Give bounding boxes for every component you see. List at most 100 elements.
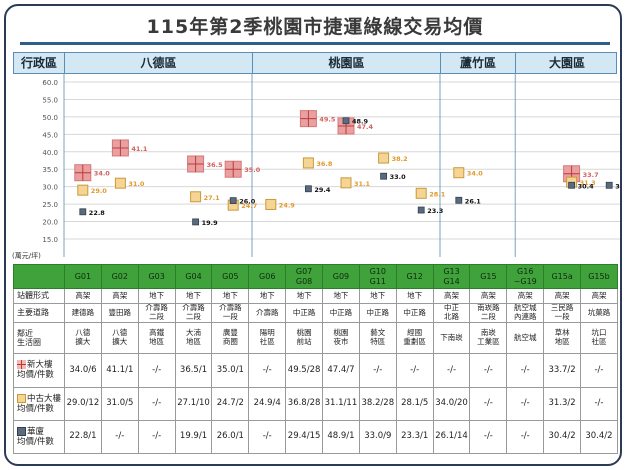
y-tick-label: 55.0 (42, 96, 58, 104)
table-cell: -/- (137, 387, 176, 421)
station-code: G07 G08 (285, 264, 324, 289)
table-cell: 22.8/1 (64, 420, 102, 454)
table-cell: -/- (469, 420, 508, 454)
table-cell: 高架 (580, 288, 618, 304)
table-cell: 36.5/1 (174, 353, 213, 388)
table-cell: 高鐵 地區 (137, 322, 176, 354)
table-cell: 建德路 (64, 303, 102, 323)
data-label: 36.5 (207, 161, 224, 169)
table-cell: 34.0/6 (64, 353, 102, 388)
table-cell: 24.7/2 (211, 387, 250, 421)
data-label: 36.8 (316, 160, 333, 168)
table-cell: 27.1/10 (174, 387, 213, 421)
table-cell: 19.9/1 (174, 420, 213, 454)
table-row: 中古大樓 均價/件數 29.0/12 31.0/5 -/- 27.1/10 24.7/2 24… (13, 387, 618, 421)
table-cell: 30.4/2 (543, 420, 582, 454)
station-code: G15 (469, 264, 508, 289)
table-cell: 30.4/2 (580, 420, 618, 454)
table-cell: 26.1/14 (432, 420, 471, 454)
data-label: 41.1 (131, 145, 148, 153)
table-cell: 中正 北路 (432, 303, 471, 323)
table-cell: 桃園 前站 (285, 322, 324, 354)
station-code: G15b (580, 264, 618, 289)
table-cell: 草林 地區 (543, 322, 582, 354)
station-code: G02 (100, 264, 139, 289)
apartment-marker (380, 172, 388, 180)
table-cell: 南崁路 二段 (469, 303, 508, 323)
station-code: G16 ~G19 (506, 264, 545, 289)
y-tick-label: 45.0 (42, 131, 58, 139)
table-cell: 經國 重劃區 (395, 322, 434, 354)
table-cell: 坑口 社區 (580, 322, 618, 354)
used-building-marker (114, 177, 126, 189)
table-cell: -/- (580, 387, 618, 421)
slide-frame: 115年第2季桃園市捷運綠線交易均價 行政區 八德區 桃園區 蘆竹區 大園區 1… (4, 4, 622, 466)
y-axis-label: (萬元/坪) (12, 251, 41, 260)
page-title: 115年第2季桃園市捷運綠線交易均價 (146, 16, 484, 38)
data-label: 29.4 (314, 186, 331, 194)
data-label: 29.0 (91, 187, 108, 195)
row-header: 華廈 均價/件數 (13, 420, 65, 454)
station-table: G01 G02 G03 G04 G05 G06 G07 G08 G09 G10 G11 G12 G13 G… (13, 264, 618, 454)
table-cell: 48.9/1 (322, 420, 360, 454)
legend-swatch-new (17, 360, 26, 370)
district-header: 行政區 八德區 桃園區 蘆竹區 大園區 (13, 52, 617, 74)
table-cell: 中正路 (358, 303, 397, 323)
table-cell: 中正路 (322, 303, 360, 323)
table-cell: 地下 (248, 288, 287, 304)
table-cell: 28.1/5 (395, 387, 434, 421)
data-label: 31.1 (354, 180, 371, 188)
table-cell: 南崁 工業區 (469, 322, 508, 354)
station-code: G04 (174, 264, 213, 289)
table-cell: 高架 (469, 288, 508, 304)
table-cell: -/- (137, 420, 176, 454)
table-cell: 地下 (322, 288, 360, 304)
data-label: 26.1 (465, 197, 482, 205)
data-label: 30.4 (578, 182, 595, 190)
y-tick-label: 20.0 (42, 219, 58, 227)
table-cell: 藝文 特區 (358, 322, 397, 354)
station-code: G06 (248, 264, 287, 289)
table-cell: 桃園 夜市 (322, 322, 360, 354)
row-header: 中古大樓 均價/件數 (13, 387, 65, 421)
data-label: 49.5 (319, 116, 336, 124)
data-label: 31.3 (580, 179, 596, 187)
data-label: 23.3 (427, 207, 443, 215)
table-row: 站體形式 高架 高架 地下 地下 地下 地下 地下 地下 地下 地下 高架 高架 高架 高架 高架 (13, 288, 618, 304)
table-cell: 33.0/9 (358, 420, 397, 454)
table-cell: 陽明 社區 (248, 322, 287, 354)
station-code: G01 (64, 264, 102, 289)
table-cell: -/- (248, 353, 287, 388)
table-cell: -/- (469, 353, 508, 388)
table-cell: 23.3/1 (395, 420, 434, 454)
table-cell: 38.2/28 (358, 387, 397, 421)
legend-swatch-mid (17, 393, 26, 403)
row-header: 主要道路 (13, 303, 65, 323)
y-tick-label: 15.0 (42, 236, 58, 244)
row-header: 鄰近 生活圈 (13, 322, 65, 354)
table-cell: 24.9/4 (248, 387, 287, 421)
table-cell: -/- (506, 420, 545, 454)
table-cell: 坑菓路 (580, 303, 618, 323)
table-cell: 35.0/1 (211, 353, 250, 388)
district-header-label: 行政區 (14, 53, 65, 73)
station-code: G12 (395, 264, 434, 289)
y-tick-label: 60.0 (42, 79, 58, 87)
table-cell: 地下 (211, 288, 250, 304)
used-building-marker (190, 191, 202, 203)
station-code: G13 G14 (432, 264, 471, 289)
apartment-marker (229, 197, 237, 205)
table-cell: 豐田路 (100, 303, 139, 323)
data-label: 33.7 (583, 171, 599, 179)
station-code: G09 (322, 264, 360, 289)
data-label: 19.9 (202, 219, 219, 227)
data-label: 34.0 (467, 170, 484, 178)
data-label: 27.1 (204, 194, 221, 202)
table-cell: -/- (395, 353, 434, 388)
used-building-marker (77, 184, 89, 196)
table-cell: 高架 (506, 288, 545, 304)
data-label: 48.9 (352, 118, 369, 126)
table-cell: 中正路 (285, 303, 324, 323)
station-code: G05 (211, 264, 250, 289)
data-label: 34.0 (94, 170, 111, 178)
